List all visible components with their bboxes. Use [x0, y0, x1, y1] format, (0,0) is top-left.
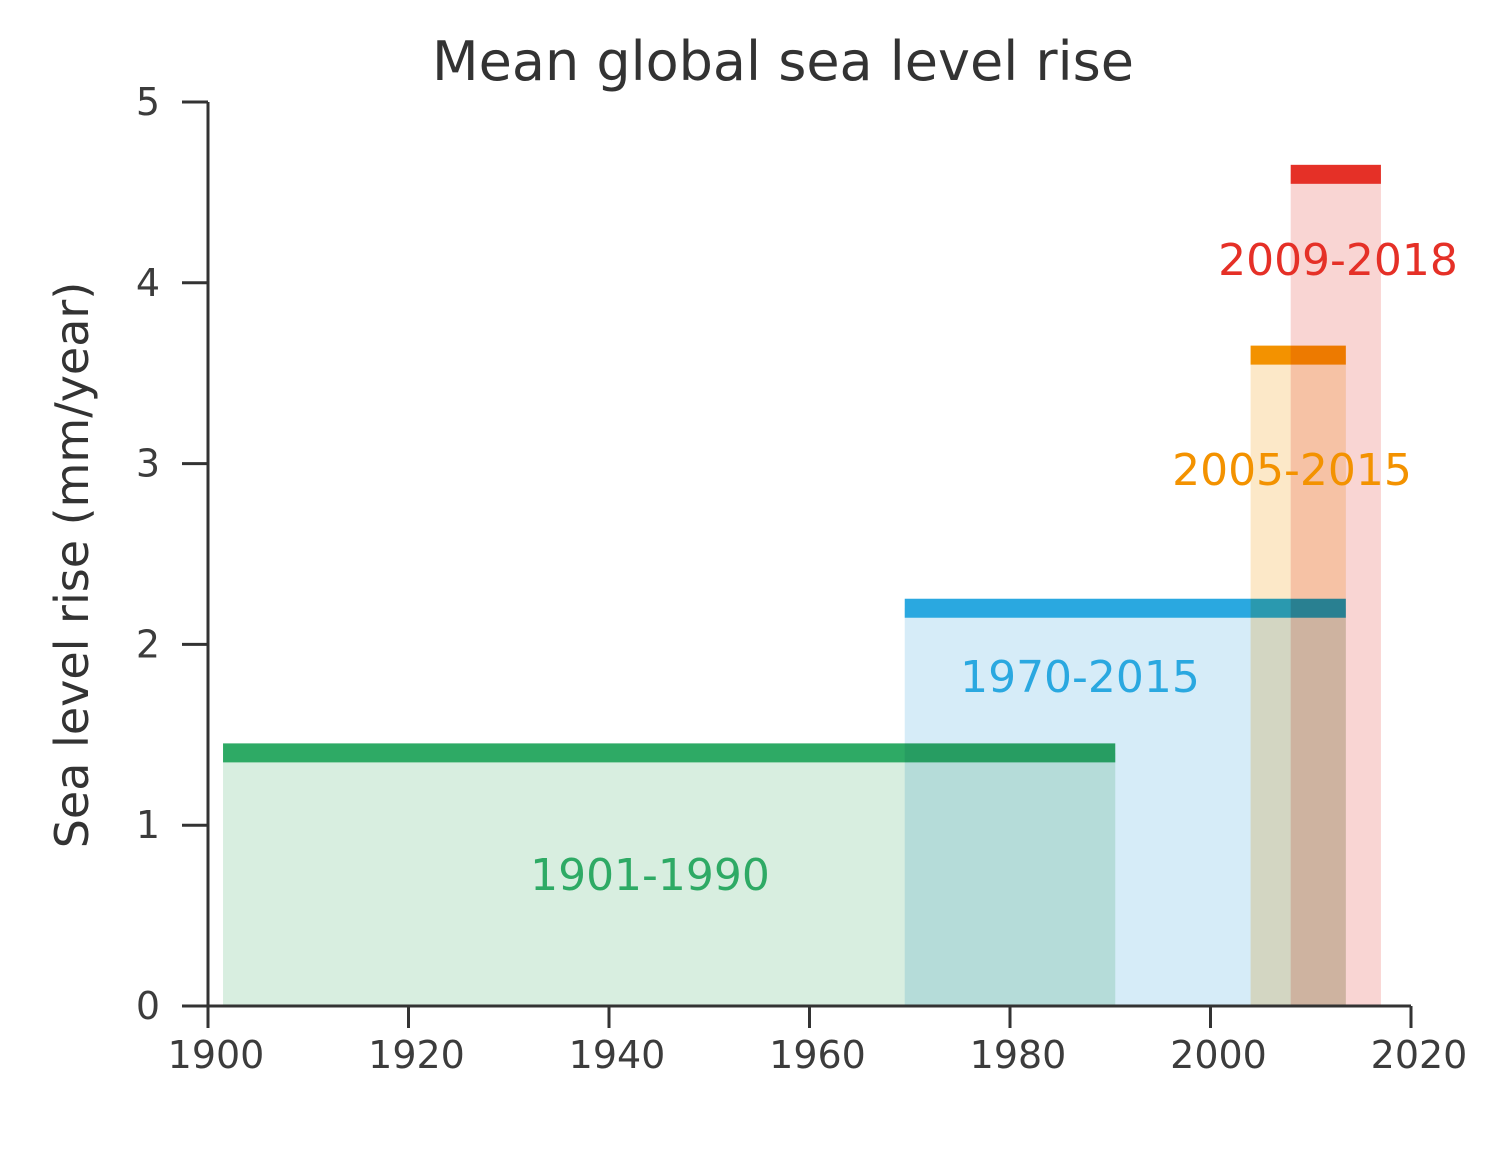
- axes-group: 0 1 2 3 4 5 1900 1920 1940 1960 1980 2000 2020: [136, 80, 1468, 1077]
- bar-label-2009-2018: 2009-2018: [1218, 235, 1458, 286]
- y-tick-label: 1: [136, 803, 160, 847]
- bar-line-2009-2018: [1290, 164, 1381, 184]
- y-axis-label: Sea level rise (mm/year): [45, 282, 99, 849]
- bars-group: [223, 164, 1381, 1006]
- bar-line-1970-2015: [904, 598, 1346, 618]
- y-tick-label: 5: [136, 80, 160, 124]
- y-tick-label: 2: [136, 622, 160, 666]
- y-tick-label: 0: [136, 984, 160, 1028]
- x-tick-label: 1900: [168, 1033, 265, 1077]
- x-tick-label: 1920: [368, 1033, 465, 1077]
- x-tick-label: 1940: [569, 1033, 666, 1077]
- x-tick-label: 2020: [1371, 1033, 1468, 1077]
- x-tick-label: 1960: [769, 1033, 866, 1077]
- bar-label-1901-1990: 1901-1990: [530, 850, 770, 901]
- bar-fill-2009-2018: [1290, 174, 1381, 1006]
- y-tick-label: 3: [136, 442, 160, 486]
- bar-labels-group: 1901-1990 1970-2015 2005-2015 2009-2018: [530, 235, 1458, 901]
- bar-line-1901-1990: [223, 743, 1116, 763]
- y-tick-label: 4: [136, 261, 160, 305]
- bar-label-1970-2015: 1970-2015: [960, 652, 1200, 703]
- x-tick-label: 1980: [970, 1033, 1067, 1077]
- bar-label-2005-2015: 2005-2015: [1172, 445, 1412, 496]
- chart-title: Mean global sea level rise: [432, 30, 1134, 93]
- x-tick-label: 2000: [1170, 1033, 1267, 1077]
